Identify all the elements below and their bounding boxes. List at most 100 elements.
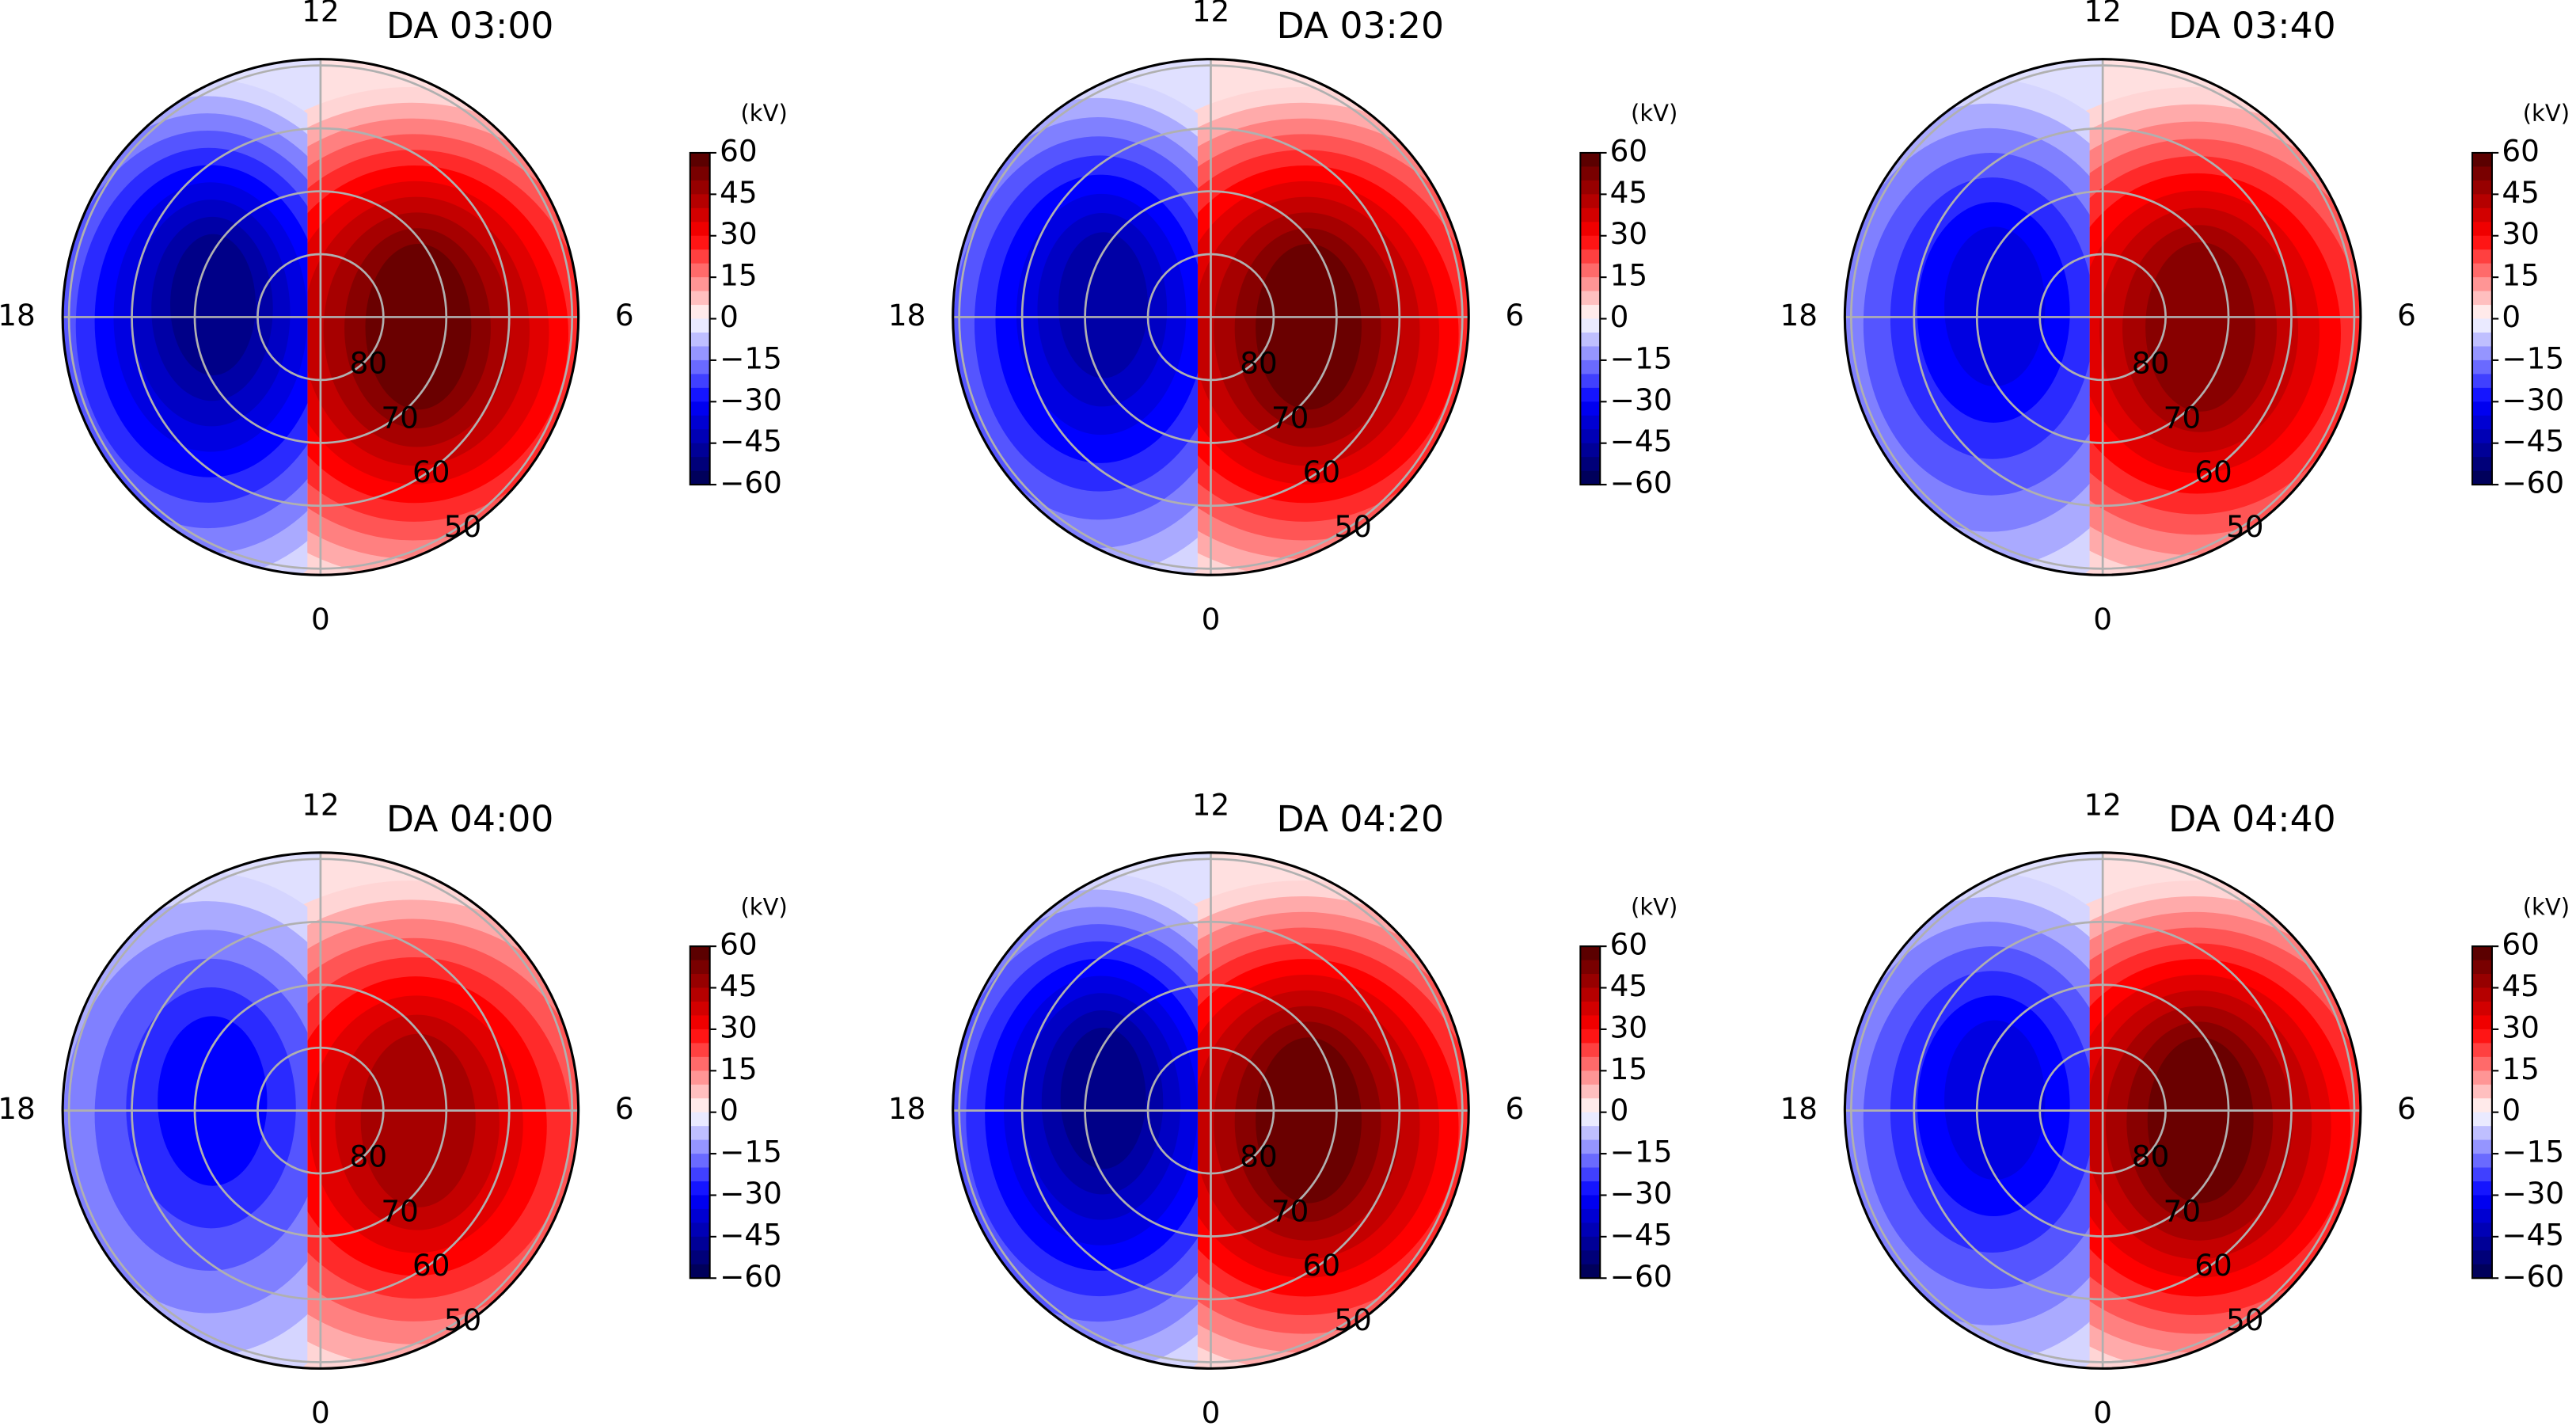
radial-tick-label: 70 (381, 1193, 419, 1228)
panel-title: DA 03:20 (1276, 5, 1444, 47)
colorbar-band (1580, 235, 1601, 250)
colorbar-band (1580, 443, 1601, 458)
theta-tick-label: 6 (2397, 298, 2416, 333)
colorbar-band (2472, 166, 2492, 181)
colorbar-tick-label: −60 (1610, 466, 1673, 500)
contour-band (2147, 1037, 2254, 1204)
theta-tick-label: 6 (1505, 298, 1524, 333)
colorbar-tick-label: 0 (2502, 299, 2521, 334)
colorbar-band (2472, 152, 2492, 168)
negative-cell (1845, 78, 2090, 576)
colorbar-band (2472, 1154, 2492, 1169)
colorbar-tick-label: −45 (720, 1217, 782, 1252)
colorbar-band (690, 415, 710, 430)
theta-tick-label: 18 (1780, 1091, 1818, 1126)
theta-tick-label: 12 (2084, 787, 2122, 822)
colorbar-band (2472, 1167, 2492, 1182)
colorbar-band (1580, 1139, 1601, 1154)
colorbar-band (2472, 1098, 2492, 1113)
theta-tick-label: 0 (311, 602, 330, 637)
colorbar-band (2472, 946, 2492, 961)
colorbar-band (2472, 1043, 2492, 1058)
colorbar-band (690, 1056, 710, 1071)
colorbar-band (2472, 1208, 2492, 1224)
colorbar-tick-label: 0 (2502, 1093, 2521, 1127)
theta-tick-label: 18 (888, 1091, 926, 1126)
colorbar-band (2472, 1236, 2492, 1251)
colorbar-band (690, 166, 710, 181)
axis-frame (952, 58, 1470, 576)
radial-tick-label: 80 (350, 1139, 388, 1174)
colorbar-band (690, 1154, 710, 1169)
colorbar-tick-label: 60 (1610, 927, 1648, 962)
radial-tick-label: 50 (1334, 1302, 1372, 1337)
colorbar-tick-label: 30 (720, 1010, 758, 1044)
colorbar-tick-label: 60 (720, 133, 758, 168)
colorbar-tick-label: 45 (720, 175, 758, 210)
contour-field (1845, 852, 2361, 1369)
contour-band (365, 244, 472, 410)
radial-tick-label: 50 (444, 1302, 482, 1337)
colorbar-band (690, 1264, 710, 1279)
colorbar-band (690, 429, 710, 444)
colorbar-band (690, 1250, 710, 1265)
colorbar-band (2472, 974, 2492, 989)
colorbar-band (2472, 415, 2492, 430)
colorbar-band (690, 277, 710, 292)
contour-field (1845, 59, 2361, 576)
theta-tick-label: 6 (1505, 1091, 1524, 1126)
colorbar-band (690, 332, 710, 348)
colorbar-band (2472, 1001, 2492, 1017)
colorbar-tick-label: 60 (2502, 133, 2540, 168)
colorbar-tick-label: 30 (2502, 1010, 2540, 1044)
contour-band (1060, 1027, 1146, 1169)
colorbar-band (690, 1112, 710, 1127)
colorbar-band (1580, 318, 1601, 333)
radial-tick-label: 60 (412, 454, 450, 489)
colorbar-band (690, 974, 710, 989)
radial-tick-label: 50 (2226, 509, 2264, 544)
colorbar-tick-label: −15 (2502, 1135, 2564, 1169)
colorbar-band (1580, 1015, 1601, 1030)
panel-title: DA 04:20 (1276, 798, 1444, 840)
colorbar-tick-label: 45 (2502, 968, 2540, 1003)
axis-frame (1843, 851, 2362, 1370)
colorbar-tick-label: 45 (1610, 968, 1648, 1003)
colorbar-band (1580, 1208, 1601, 1224)
colorbar-band (2472, 305, 2492, 320)
contour-band (1256, 1037, 1362, 1204)
colorbar-tick-label: 60 (2502, 927, 2540, 962)
colorbar-band (690, 180, 710, 195)
radial-tick-label: 70 (1271, 1193, 1309, 1228)
colorbar-band (2472, 194, 2492, 209)
colorbar-band (1580, 249, 1601, 264)
colorbar-band (690, 374, 710, 389)
colorbar-band (2472, 235, 2492, 250)
colorbar-band (2472, 457, 2492, 472)
colorbar-band (2472, 1250, 2492, 1265)
colorbar-band (690, 401, 710, 416)
colorbar-tick-label: 45 (1610, 175, 1648, 210)
colorbar-band (1580, 1056, 1601, 1071)
contour-band (360, 1033, 476, 1207)
colorbar-band (2472, 470, 2492, 485)
colorbar-tick-label: −60 (1610, 1259, 1673, 1294)
theta-tick-label: 12 (302, 787, 340, 822)
axis-frame (61, 851, 580, 1370)
colorbar-band (2472, 291, 2492, 306)
colorbar-band (690, 263, 710, 278)
colorbar-band (1580, 207, 1601, 222)
radial-tick-label: 50 (444, 509, 482, 544)
colorbar-band (690, 222, 710, 237)
colorbar-tick-label: −60 (720, 1259, 782, 1294)
theta-tick-label: 0 (2093, 1395, 2112, 1426)
colorbar-label: (kV) (740, 893, 787, 920)
colorbar-tick-label: 30 (1610, 216, 1648, 251)
colorbar-band (690, 443, 710, 458)
theta-tick-label: 6 (615, 298, 634, 333)
colorbar-tick-label: −45 (720, 424, 782, 458)
colorbar-band (690, 1029, 710, 1044)
